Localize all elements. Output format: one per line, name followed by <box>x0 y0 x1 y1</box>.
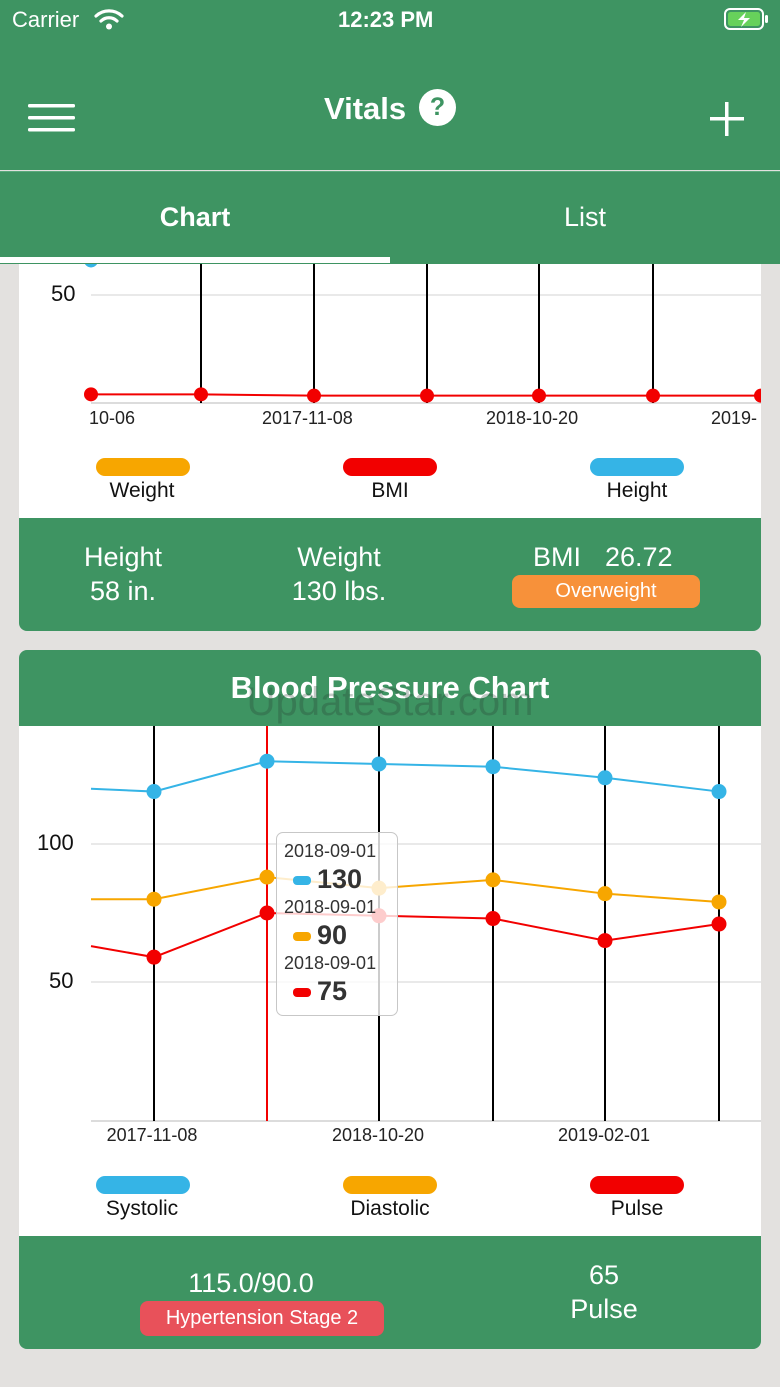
series-line-pulse <box>90 911 720 959</box>
weight-value: 130 lbs. <box>291 576 387 606</box>
page-title: Vitals <box>324 91 407 126</box>
legend-swatch-weight <box>96 458 190 476</box>
data-point-pulse[interactable] <box>597 933 613 949</box>
bp-x-tick: 2018-10-20 <box>332 1125 424 1145</box>
weight-chart: 50 10-06 2017-11-08 2018-10-20 2019- <box>51 264 761 428</box>
height-label: Height <box>83 542 163 572</box>
bp-card-header: Blood Pressure Chart UpdateStar.com <box>19 650 761 726</box>
clock: 12:23 PM <box>338 7 434 32</box>
weight-x-tick: 2018-10-20 <box>486 408 578 428</box>
tooltip-date: 2018-09-01 <box>284 953 377 973</box>
tooltip-date: 2018-09-01 <box>284 841 377 861</box>
bmi-status-badge: Overweight <box>512 575 700 608</box>
tab-chart[interactable]: Chart <box>159 202 231 232</box>
legend-label-bmi: BMI <box>371 479 409 502</box>
data-point-pulse[interactable] <box>259 905 275 921</box>
bp-x-tick: 2019-02-01 <box>558 1125 650 1145</box>
add-button[interactable] <box>708 100 746 138</box>
bp-chart-title: Blood Pressure Chart <box>230 670 550 705</box>
bp-status-badge: Hypertension Stage 2 <box>140 1301 384 1336</box>
data-point-bmi[interactable] <box>420 388 434 403</box>
weight-x-tick: 2019- <box>711 408 757 428</box>
data-point-systolic[interactable] <box>371 756 387 772</box>
navigation-bar: Carrier 12:23 PM Vitals ? <box>0 0 780 170</box>
weight-y-tick: 50 <box>51 281 75 306</box>
tab-bar: Chart List <box>0 171 780 264</box>
hamburger-icon <box>28 104 75 132</box>
weight-x-tick: 2017-11-08 <box>262 408 353 428</box>
help-icon[interactable]: ? <box>419 89 456 126</box>
data-point-bmi[interactable] <box>194 387 208 402</box>
series-line-diastolic <box>91 876 720 903</box>
data-point-systolic[interactable] <box>259 753 275 769</box>
watermark: UpdateStar.com <box>246 680 534 724</box>
data-point-pulse[interactable] <box>485 911 501 927</box>
legend-swatch-systolic <box>96 1176 190 1194</box>
vitals-summary: Height 58 in. Weight 130 lbs. BMI 26.72 … <box>19 518 761 631</box>
carrier-label: Carrier <box>12 7 80 32</box>
data-point-systolic[interactable] <box>485 759 501 775</box>
data-point-bmi[interactable] <box>84 387 98 402</box>
tooltip-value: 130 <box>317 864 363 894</box>
menu-button[interactable] <box>28 104 76 132</box>
data-point-bmi[interactable] <box>646 388 660 403</box>
active-tab-indicator <box>0 257 390 263</box>
data-point-diastolic[interactable] <box>597 886 613 902</box>
pulse-value: 65 <box>588 1260 620 1290</box>
wifi-icon <box>94 9 124 30</box>
tooltip-value: 90 <box>317 920 348 950</box>
data-point-diastolic[interactable] <box>485 872 501 888</box>
battery-icon <box>724 8 768 30</box>
data-point-bmi[interactable] <box>754 388 761 403</box>
data-point-diastolic[interactable] <box>259 869 275 885</box>
pulse-label: Pulse <box>570 1294 638 1324</box>
legend-label-height: Height <box>606 479 668 502</box>
data-point-height[interactable] <box>84 264 98 268</box>
weight-label: Weight <box>297 542 381 572</box>
data-point-systolic[interactable] <box>711 784 727 800</box>
bp-value: 115.0/90.0 <box>188 1268 314 1298</box>
data-point-diastolic[interactable] <box>146 891 162 907</box>
height-value: 58 in. <box>89 576 157 606</box>
bmi-value: 26.72 <box>605 542 673 572</box>
bmi-label: BMI <box>533 542 582 572</box>
bp-y-tick: 50 <box>49 968 73 993</box>
tooltip-date: 2018-09-01 <box>284 897 377 917</box>
plus-icon <box>710 102 744 136</box>
data-point-systolic[interactable] <box>146 784 162 800</box>
chart-tooltip: 2018-09-01 130 2018-09-01 90 2018-09-01 … <box>276 832 398 1016</box>
legend-label-weight: Weight <box>109 479 175 502</box>
data-point-pulse[interactable] <box>146 949 162 965</box>
series-line-systolic <box>90 760 720 793</box>
bp-y-tick: 100 <box>37 830 74 855</box>
tooltip-swatch <box>293 932 311 941</box>
legend-swatch-pulse <box>590 1176 684 1194</box>
tab-list[interactable]: List <box>563 202 607 232</box>
legend-label-diastolic: Diastolic <box>350 1197 430 1220</box>
legend-swatch-bmi <box>343 458 437 476</box>
data-point-systolic[interactable] <box>597 770 613 786</box>
data-point-bmi[interactable] <box>532 388 546 403</box>
tooltip-value: 75 <box>317 976 348 1006</box>
tooltip-swatch <box>293 876 311 885</box>
weight-x-tick: 10-06 <box>89 408 135 428</box>
tooltip-swatch <box>293 988 311 997</box>
data-point-bmi[interactable] <box>307 388 321 403</box>
bp-x-tick: 2017-11-08 <box>107 1125 198 1145</box>
data-point-pulse[interactable] <box>711 916 727 932</box>
legend-label-pulse: Pulse <box>610 1197 664 1220</box>
legend-swatch-height <box>590 458 684 476</box>
bp-summary: 115.0/90.0 Hypertension Stage 2 65 Pulse <box>19 1236 761 1349</box>
legend-label-systolic: Systolic <box>105 1197 179 1220</box>
data-point-diastolic[interactable] <box>711 894 727 910</box>
legend-swatch-diastolic <box>343 1176 437 1194</box>
